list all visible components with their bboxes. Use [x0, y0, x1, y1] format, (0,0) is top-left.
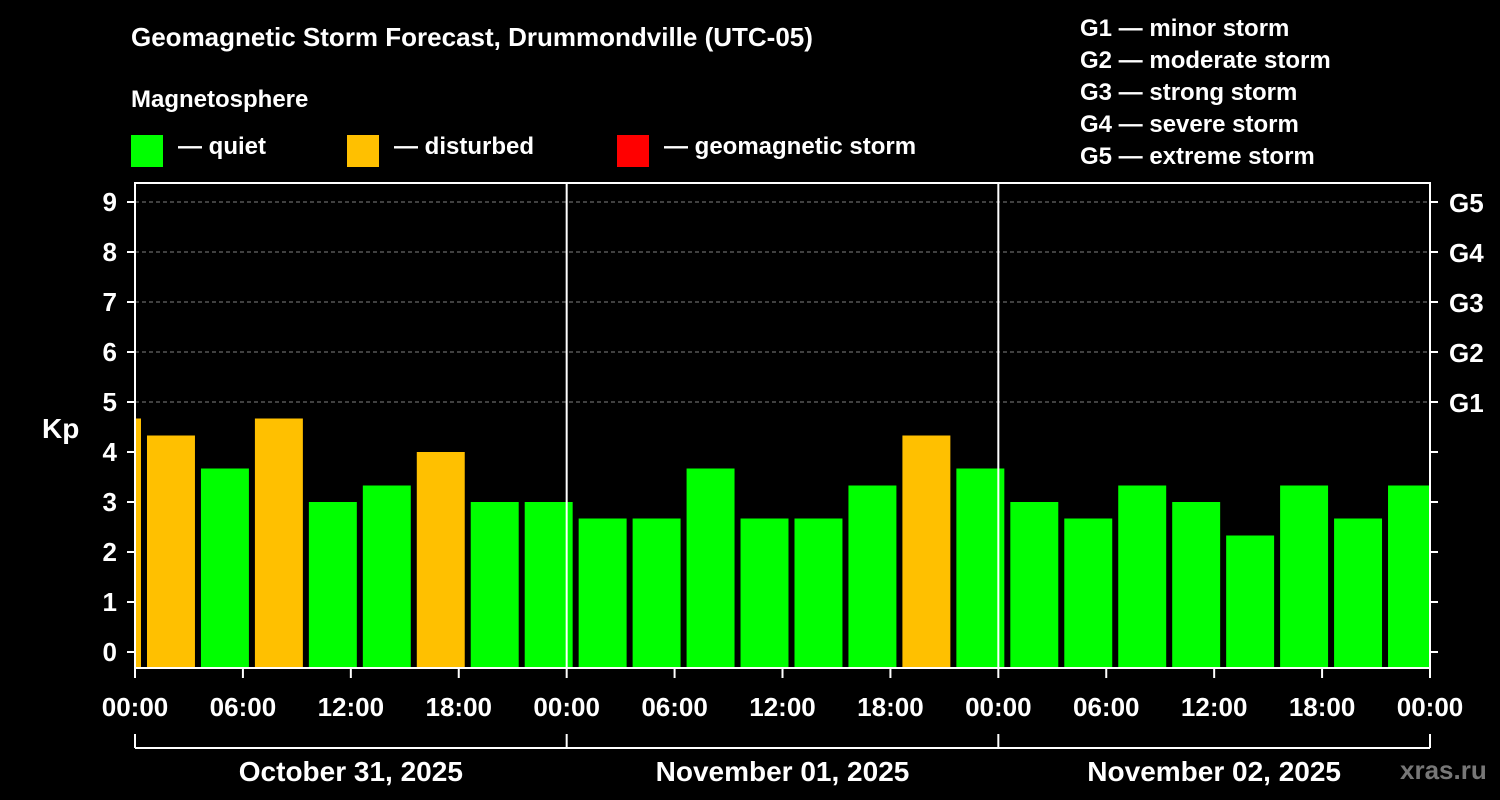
g-scale-g1: G1 — minor storm: [1080, 15, 1290, 42]
right-tick-label-G4: G4: [1449, 238, 1484, 268]
kp-bar-16: [956, 468, 1005, 668]
x-tick-label-9: 06:00: [1073, 692, 1140, 722]
x-tick-label-2: 12:00: [318, 692, 385, 722]
kp-bar-3: [254, 418, 303, 668]
kp-bar-24: [1388, 485, 1430, 668]
y-tick-label-8: 8: [103, 237, 117, 267]
chart-title: Geomagnetic Storm Forecast, Drummondvill…: [131, 22, 813, 52]
kp-bar-1: [146, 435, 195, 668]
kp-bar-9: [578, 518, 627, 668]
legend-storm-swatch: [617, 135, 649, 167]
right-tick-label-G3: G3: [1449, 288, 1484, 318]
kp-bar-6: [416, 452, 465, 668]
y-tick-label-7: 7: [103, 287, 117, 317]
kp-bar-7: [470, 502, 519, 668]
x-tick-label-11: 18:00: [1289, 692, 1356, 722]
kp-bar-0: [135, 418, 141, 668]
kp-bar-8: [524, 502, 573, 668]
y-tick-label-5: 5: [103, 387, 117, 417]
date-label-2: November 02, 2025: [1087, 756, 1341, 787]
legend-quiet-swatch: [131, 135, 163, 167]
y-tick-label-9: 9: [103, 187, 117, 217]
kp-bar-2: [200, 468, 249, 668]
x-tick-label-5: 06:00: [641, 692, 708, 722]
magnetosphere-title: Magnetosphere: [131, 86, 309, 113]
x-tick-label-10: 12:00: [1181, 692, 1248, 722]
x-tick-label-1: 06:00: [210, 692, 277, 722]
date-label-1: November 01, 2025: [656, 756, 910, 787]
right-tick-label-G1: G1: [1449, 388, 1484, 418]
kp-bar-11: [686, 468, 735, 668]
g-scale-g2: G2 — moderate storm: [1080, 47, 1331, 74]
credit-watermark: xras.ru: [1400, 755, 1487, 785]
g-scale-g5: G5 — extreme storm: [1080, 143, 1315, 170]
kp-bar-10: [632, 518, 681, 668]
legend-storm-label: — geomagnetic storm: [664, 133, 917, 160]
kp-bar-21: [1226, 535, 1275, 668]
kp-bar-15: [902, 435, 951, 668]
kp-bar-18: [1064, 518, 1113, 668]
kp-bar-4: [308, 502, 357, 668]
kp-bar-23: [1334, 518, 1383, 668]
x-tick-label-4: 00:00: [533, 692, 600, 722]
kp-bar-17: [1010, 502, 1059, 668]
legend-quiet-label: — quiet: [178, 133, 266, 160]
kp-bar-22: [1280, 485, 1329, 668]
kp-bar-20: [1172, 502, 1221, 668]
g-scale-g4: G4 — severe storm: [1080, 111, 1299, 138]
x-tick-label-7: 18:00: [857, 692, 924, 722]
legend-disturbed-label: — disturbed: [394, 133, 535, 160]
kp-bar-19: [1118, 485, 1167, 668]
y-tick-label-0: 0: [103, 637, 117, 667]
g-scale-g3: G3 — strong storm: [1080, 79, 1298, 106]
right-tick-label-G2: G2: [1449, 338, 1484, 368]
x-tick-label-3: 18:00: [426, 692, 493, 722]
y-axis-label: Kp: [42, 413, 79, 444]
y-tick-label-3: 3: [103, 487, 117, 517]
x-tick-label-8: 00:00: [965, 692, 1032, 722]
x-tick-label-6: 12:00: [749, 692, 816, 722]
legend-disturbed-swatch: [347, 135, 379, 167]
x-tick-label-12: 00:00: [1397, 692, 1464, 722]
y-tick-label-6: 6: [103, 337, 117, 367]
date-label-0: October 31, 2025: [239, 756, 463, 787]
y-tick-label-1: 1: [103, 587, 117, 617]
kp-bar-14: [848, 485, 897, 668]
kp-bar-5: [362, 485, 411, 668]
x-tick-label-0: 00:00: [102, 692, 169, 722]
y-tick-label-4: 4: [103, 437, 118, 467]
kp-bar-12: [740, 518, 789, 668]
kp-bar-13: [794, 518, 843, 668]
y-tick-label-2: 2: [103, 537, 117, 567]
right-tick-label-G5: G5: [1449, 188, 1484, 218]
